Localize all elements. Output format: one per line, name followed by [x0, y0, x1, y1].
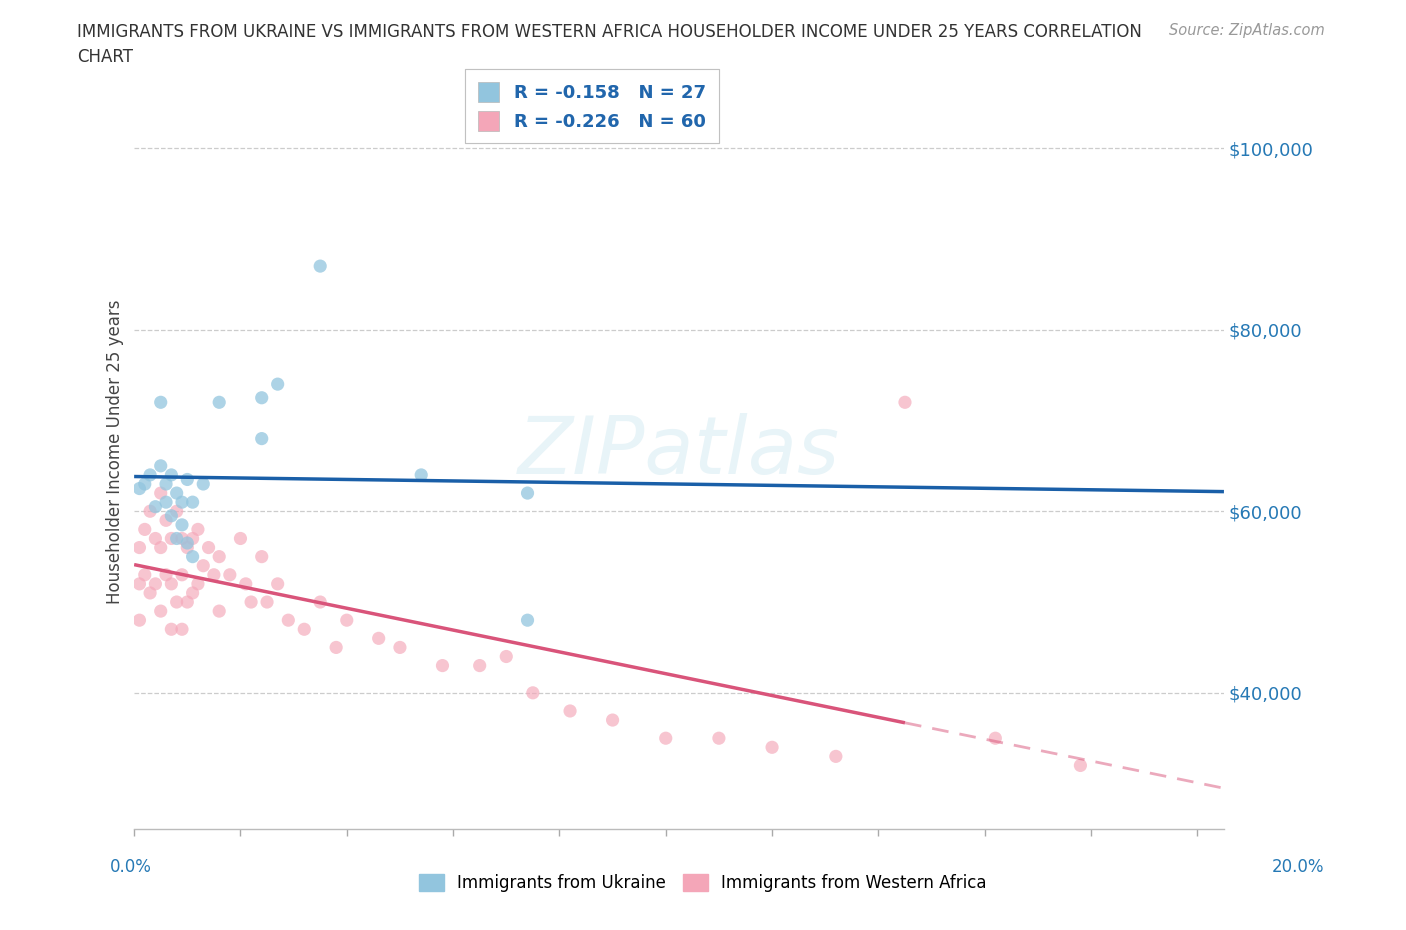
Point [558, 703, 581, 718]
Point [149, 604, 172, 618]
Point [149, 458, 172, 473]
Point [197, 540, 219, 555]
Point [325, 640, 347, 655]
Point [139, 468, 162, 483]
Point [495, 649, 517, 664]
Point [128, 540, 150, 555]
Point [166, 485, 188, 500]
Point [432, 658, 454, 673]
Point [187, 522, 209, 537]
Point [181, 531, 204, 546]
Point [128, 481, 150, 496]
Point [367, 631, 389, 645]
Point [208, 550, 231, 565]
Point [235, 577, 257, 591]
Point [166, 504, 188, 519]
Point [181, 495, 204, 510]
Point [266, 377, 288, 392]
Point [468, 658, 491, 673]
Point [134, 522, 156, 537]
Point [139, 586, 162, 601]
Point [984, 731, 1007, 746]
Point [208, 395, 231, 410]
Text: 20.0%: 20.0% [1272, 857, 1324, 876]
Point [170, 531, 193, 546]
Point [202, 567, 225, 582]
Text: CHART: CHART [77, 48, 134, 66]
Point [250, 550, 273, 565]
Point [155, 495, 177, 510]
Point [250, 391, 273, 405]
Text: ZIPatlas: ZIPatlas [517, 413, 841, 491]
Point [145, 577, 167, 591]
Point [707, 731, 730, 746]
Legend: R = -0.158   N = 27, R = -0.226   N = 60: R = -0.158 N = 27, R = -0.226 N = 60 [465, 70, 718, 143]
Point [292, 622, 315, 637]
Y-axis label: Householder Income Under 25 years: Householder Income Under 25 years [107, 300, 124, 604]
Point [155, 512, 177, 527]
Point [388, 640, 411, 655]
Point [229, 531, 252, 546]
Text: IMMIGRANTS FROM UKRAINE VS IMMIGRANTS FROM WESTERN AFRICA HOUSEHOLDER INCOME UND: IMMIGRANTS FROM UKRAINE VS IMMIGRANTS FR… [77, 23, 1142, 41]
Point [134, 476, 156, 491]
Point [187, 577, 209, 591]
Point [160, 468, 183, 483]
Point [155, 476, 177, 491]
Point [761, 740, 783, 755]
Point [128, 613, 150, 628]
Point [160, 622, 183, 637]
Point [155, 567, 177, 582]
Point [336, 613, 359, 628]
Point [149, 395, 172, 410]
Point [1069, 758, 1091, 773]
Text: 0.0%: 0.0% [110, 857, 152, 876]
Point [824, 749, 846, 764]
Point [128, 577, 150, 591]
Point [170, 495, 193, 510]
Point [134, 567, 156, 582]
Point [139, 504, 162, 519]
Point [516, 485, 538, 500]
Point [149, 485, 172, 500]
Point [894, 395, 917, 410]
Point [655, 731, 678, 746]
Text: Source: ZipAtlas.com: Source: ZipAtlas.com [1168, 23, 1324, 38]
Point [193, 558, 215, 573]
Point [309, 259, 332, 273]
Point [170, 517, 193, 532]
Point [145, 531, 167, 546]
Point [218, 567, 240, 582]
Point [309, 594, 332, 609]
Point [516, 613, 538, 628]
Point [145, 499, 167, 514]
Point [160, 509, 183, 524]
Point [277, 613, 299, 628]
Point [170, 567, 193, 582]
Point [181, 586, 204, 601]
Point [149, 540, 172, 555]
Point [266, 577, 288, 591]
Point [160, 577, 183, 591]
Point [170, 622, 193, 637]
Point [256, 594, 278, 609]
Point [208, 604, 231, 618]
Point [522, 685, 544, 700]
Point [176, 536, 198, 551]
Point [176, 540, 198, 555]
Point [160, 531, 183, 546]
Point [176, 472, 198, 487]
Point [250, 432, 273, 446]
Legend: Immigrants from Ukraine, Immigrants from Western Africa: Immigrants from Ukraine, Immigrants from… [412, 867, 994, 898]
Point [181, 550, 204, 565]
Point [602, 712, 624, 727]
Point [166, 531, 188, 546]
Point [240, 594, 263, 609]
Point [176, 594, 198, 609]
Point [411, 468, 433, 483]
Point [193, 476, 215, 491]
Point [166, 594, 188, 609]
